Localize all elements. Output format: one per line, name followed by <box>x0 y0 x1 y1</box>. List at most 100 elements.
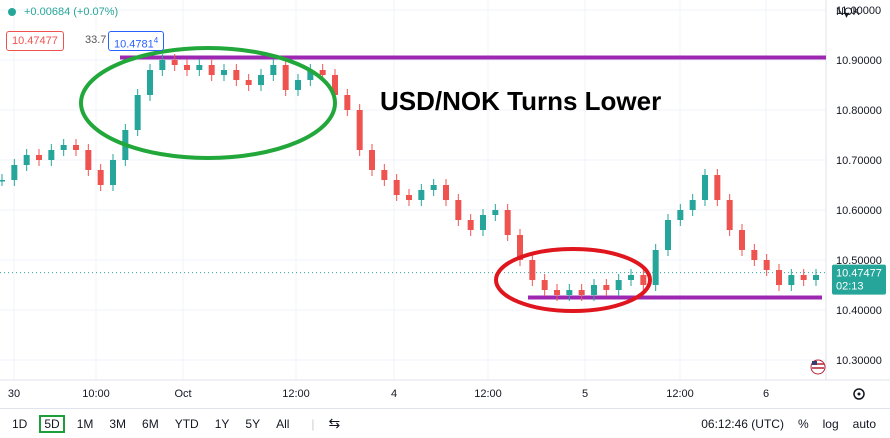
candle-body <box>36 155 42 160</box>
candle-body <box>554 290 560 295</box>
candle-body <box>97 170 104 185</box>
candle-body <box>418 190 425 200</box>
annotation-ellipses[interactable] <box>79 46 652 313</box>
candle-body <box>615 280 622 290</box>
candle-body <box>677 210 684 220</box>
candle-body <box>110 160 116 185</box>
candle-body <box>171 60 178 65</box>
timeframe-5d[interactable]: 5D <box>39 414 65 433</box>
candle-body <box>739 230 745 250</box>
bottom-toolbar: 1D 5D 1M 3M 6M YTD 1Y 5Y All | ⇆ 06:12:4… <box>0 408 890 438</box>
time-tick-label: 12:00 <box>666 388 694 400</box>
currency-label[interactable]: NOK <box>836 6 861 18</box>
candle-body <box>11 165 18 180</box>
timeframe-5y[interactable]: 5Y <box>245 416 261 431</box>
candle-body <box>381 170 388 180</box>
currency-dropdown-icon[interactable]: ▾ <box>844 10 849 21</box>
timeframe-1y[interactable]: 1Y <box>214 416 230 431</box>
candle-body <box>245 80 252 85</box>
candle-body <box>282 65 289 90</box>
candle-body <box>184 65 190 70</box>
candle-body <box>295 80 301 90</box>
time-tick-label: 12:00 <box>474 388 502 400</box>
utc-clock[interactable]: 06:12:46 (UTC) <box>701 416 784 431</box>
ask-price[interactable]: 10.47814 <box>108 31 165 51</box>
settings-gear-icon[interactable] <box>853 388 865 400</box>
candle-body <box>788 275 795 285</box>
candle-body <box>776 270 782 285</box>
candle-body <box>603 285 610 290</box>
candle-body <box>467 220 474 230</box>
candle-body <box>689 200 696 210</box>
candle-body <box>85 150 92 170</box>
chart-title: USD/NOK Turns Lower <box>380 86 661 116</box>
candle-body <box>258 75 264 85</box>
price-tick-label: 10.30000 <box>836 355 882 367</box>
price-label-value: 10.47477 <box>836 268 882 280</box>
price-tick-label: 10.50000 <box>836 255 882 267</box>
candle-body <box>233 70 240 80</box>
candle-body <box>23 155 30 165</box>
candle-body <box>344 95 351 110</box>
candle-body <box>763 260 770 270</box>
price-axis[interactable]: 11.00000 10.90000 10.80000 10.70000 10.60000… <box>836 5 882 367</box>
time-tick-label: 4 <box>391 388 397 400</box>
price-label-countdown: 02:13 <box>836 281 864 293</box>
price-label-bg <box>832 264 886 295</box>
candle-body <box>665 220 671 250</box>
candle-body <box>578 290 585 295</box>
price-tick-label: 10.70000 <box>836 155 882 167</box>
candle-body <box>628 275 634 280</box>
toolbar-divider: | <box>311 416 315 431</box>
candle-body <box>196 65 203 70</box>
candle-body <box>208 65 215 75</box>
candle-body <box>504 210 511 235</box>
candle-body <box>270 65 277 75</box>
candle-body <box>307 70 314 80</box>
candle-body <box>369 150 375 170</box>
time-tick-label: 30 <box>8 388 20 400</box>
candle-body <box>60 145 67 150</box>
time-axis[interactable]: 30 10:00 Oct 12:00 4 12:00 5 12:00 6 <box>8 388 769 400</box>
candle-body <box>393 180 400 195</box>
support-resistance-lines[interactable] <box>0 55 826 300</box>
candle-body <box>591 285 597 295</box>
candle-body <box>455 200 462 220</box>
candle-body <box>356 110 363 150</box>
candle-body <box>714 175 721 200</box>
change-readout: +0.00684 (+0.07%) <box>8 6 118 18</box>
date-range-icon[interactable]: ⇆ <box>328 415 341 431</box>
candle-body <box>726 200 733 230</box>
timeframe-ytd[interactable]: YTD <box>174 416 199 431</box>
candle-body <box>332 75 338 95</box>
time-tick-label: Oct <box>174 388 191 400</box>
candle-body <box>813 275 819 280</box>
candle-body <box>159 60 166 70</box>
timeframe-6m[interactable]: 6M <box>142 416 159 431</box>
timeframe-1d[interactable]: 1D <box>12 416 28 431</box>
log-toggle[interactable]: log <box>822 416 839 431</box>
candle-body <box>73 145 79 150</box>
consolidation-ellipse-green <box>79 46 337 160</box>
price-tick-label: 11.00000 <box>836 5 881 17</box>
bid-price[interactable]: 10.47477 <box>6 31 64 51</box>
candle-body <box>48 150 55 160</box>
price-tick-label: 10.80000 <box>836 105 882 117</box>
candle-body <box>406 195 412 200</box>
candle-body <box>492 210 499 215</box>
price-tick-label: 10.90000 <box>836 55 882 67</box>
candle-body <box>319 70 326 75</box>
time-tick-label: 10:00 <box>82 388 110 400</box>
candle-body <box>0 180 5 182</box>
timeframe-1m[interactable]: 1M <box>76 416 94 431</box>
time-tick-label: 5 <box>582 388 588 400</box>
candle-body <box>566 290 573 295</box>
percent-toggle[interactable]: % <box>797 416 809 431</box>
auto-toggle[interactable]: auto <box>852 416 876 431</box>
candle-body <box>652 250 659 285</box>
candle-body <box>529 260 536 280</box>
time-tick-label: 6 <box>763 388 769 400</box>
timeframe-all[interactable]: All <box>276 416 290 431</box>
timeframe-3m[interactable]: 3M <box>109 416 127 431</box>
